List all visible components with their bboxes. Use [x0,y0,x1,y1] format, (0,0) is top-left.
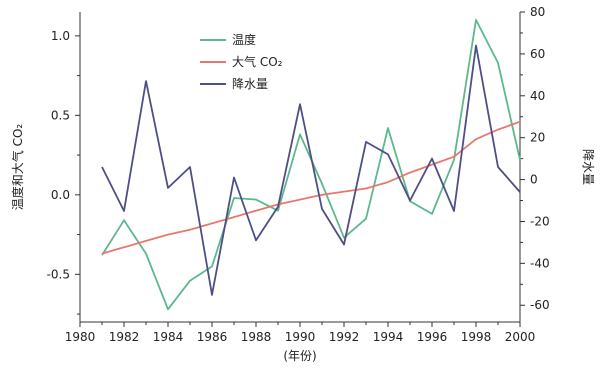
y-right-tick-label: 20 [530,131,545,145]
x-tick-label: 2000 [505,330,536,344]
y-right-tick-label: 0 [530,173,538,187]
x-axis-title: (年份) [283,349,316,363]
x-tick-label: 1980 [65,330,96,344]
legend-label-co2: 大气 CO₂ [232,54,283,69]
y-right-tick-label: -60 [530,298,550,312]
y-left-tick-label: -0.5 [47,267,70,281]
x-tick-label: 1988 [241,330,272,344]
x-tick-label: 1992 [329,330,360,344]
y-left-tick-label: 1.0 [51,29,70,43]
x-tick-label: 1986 [197,330,228,344]
x-tick-label: 1990 [285,330,316,344]
y-right-tick-label: 60 [530,47,545,61]
y-left-tick-label: 0.0 [51,188,70,202]
legend-label-precipitation: 降水量 [232,77,268,91]
series-line-precipitation [101,44,521,296]
y-right-axis-title: 降水量 [581,149,595,185]
y-right-tick-label: -20 [530,214,550,228]
x-tick-label: 1996 [417,330,448,344]
x-tick-label: 1982 [109,330,140,344]
y-right-tick-label: 40 [530,89,545,103]
y-left-axis-title: 温度和大气 CO₂ [10,124,25,211]
x-tick-label: 1994 [373,330,404,344]
y-right-tick-label: 80 [530,5,545,19]
x-tick-label: 1984 [153,330,184,344]
x-tick-label: 1998 [461,330,492,344]
y-left-tick-label: 0.5 [51,108,70,122]
series-line-temperature [101,18,521,311]
y-right-tick-label: -40 [530,256,550,270]
legend-label-temperature: 温度 [232,32,256,47]
series-line-co2 [101,120,521,255]
